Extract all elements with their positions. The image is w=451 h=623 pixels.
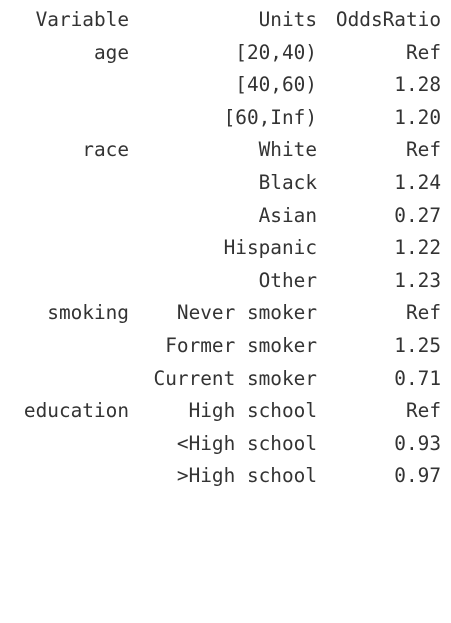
table-row: Asian 0.27 <box>0 200 451 233</box>
odds-ratio-cell: 0.27 <box>394 203 441 227</box>
table-row: Current smoker 0.71 <box>0 363 451 396</box>
header-units: Units <box>258 8 317 31</box>
table-row: [60,Inf) 1.20 <box>0 102 451 135</box>
units-cell: Hispanic <box>223 236 317 260</box>
units-cell: Black <box>258 170 317 194</box>
output-table: Variable Units OddsRatio age [20,40) Ref… <box>0 4 451 493</box>
table-row: [40,60) 1.28 <box>0 69 451 102</box>
units-cell: Asian <box>258 203 317 227</box>
header-variable: Variable <box>35 8 129 31</box>
table-row: <High school 0.93 <box>0 428 451 461</box>
odds-ratio-cell: Ref <box>405 399 441 423</box>
units-cell: <High school <box>176 431 317 455</box>
units-cell: Former smoker <box>165 333 317 357</box>
odds-ratio-cell: 0.97 <box>394 464 441 488</box>
table-header-row: Variable Units OddsRatio <box>0 4 451 37</box>
units-cell: High school <box>188 399 317 423</box>
odds-ratio-cell: 0.71 <box>394 366 441 390</box>
odds-ratio-cell: 1.25 <box>394 333 441 357</box>
table-row: Other 1.23 <box>0 265 451 298</box>
odds-ratio-cell: Ref <box>405 40 441 64</box>
odds-ratio-cell: Ref <box>405 138 441 162</box>
table-row: Former smoker 1.25 <box>0 330 451 363</box>
table-row: education High school Ref <box>0 395 451 428</box>
units-cell: [60,Inf) <box>223 105 317 129</box>
units-cell: [20,40) <box>235 40 317 64</box>
units-cell: [40,60) <box>235 73 317 97</box>
table-row: >High school 0.97 <box>0 460 451 493</box>
units-cell: Never smoker <box>176 301 317 325</box>
units-cell: Current smoker <box>153 366 317 390</box>
odds-ratio-cell: 1.23 <box>394 268 441 292</box>
units-cell: White <box>258 138 317 162</box>
odds-ratio-cell: 1.20 <box>394 105 441 129</box>
odds-ratio-cell: 1.28 <box>394 73 441 97</box>
table-row: race White Ref <box>0 134 451 167</box>
units-cell: Other <box>258 268 317 292</box>
units-cell: >High school <box>176 464 317 488</box>
odds-ratio-cell: 1.22 <box>394 236 441 260</box>
table-row: Black 1.24 <box>0 167 451 200</box>
variable-cell: race <box>82 138 129 162</box>
odds-ratio-cell: 0.93 <box>394 431 441 455</box>
table-row: smoking Never smoker Ref <box>0 297 451 330</box>
table-row: Hispanic 1.22 <box>0 232 451 265</box>
odds-ratio-cell: Ref <box>405 301 441 325</box>
header-odds-ratio: OddsRatio <box>335 8 441 31</box>
variable-cell: smoking <box>47 301 129 325</box>
table-row: age [20,40) Ref <box>0 37 451 70</box>
variable-cell: education <box>23 399 129 423</box>
variable-cell: age <box>93 40 129 64</box>
odds-ratio-cell: 1.24 <box>394 170 441 194</box>
